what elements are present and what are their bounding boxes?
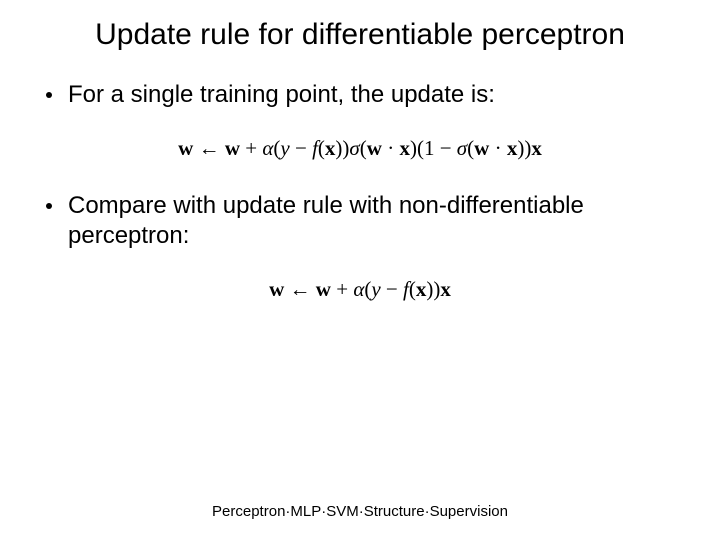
bullet-dot-icon: [46, 92, 52, 98]
bullet-item: For a single training point, the update …: [40, 80, 680, 110]
formula-differentiable: w ← w + α(y − f(x))σ(w · x)(1 − σ(w · x)…: [40, 136, 680, 161]
bullet-text: Compare with update rule with non-differ…: [68, 191, 680, 251]
formula-nondifferentiable: w ← w + α(y − f(x))x: [40, 277, 680, 302]
bullet-dot-icon: [46, 203, 52, 209]
bullet-item: Compare with update rule with non-differ…: [40, 191, 680, 251]
formula-text: w ← w + α(y − f(x))x: [269, 277, 451, 301]
slide-footer: Perceptron·MLP·SVM·Structure·Supervision: [0, 503, 720, 520]
slide: Update rule for differentiable perceptro…: [0, 0, 720, 540]
bullet-text: For a single training point, the update …: [68, 80, 495, 110]
slide-title: Update rule for differentiable perceptro…: [40, 18, 680, 52]
formula-text: w ← w + α(y − f(x))σ(w · x)(1 − σ(w · x)…: [178, 136, 542, 160]
